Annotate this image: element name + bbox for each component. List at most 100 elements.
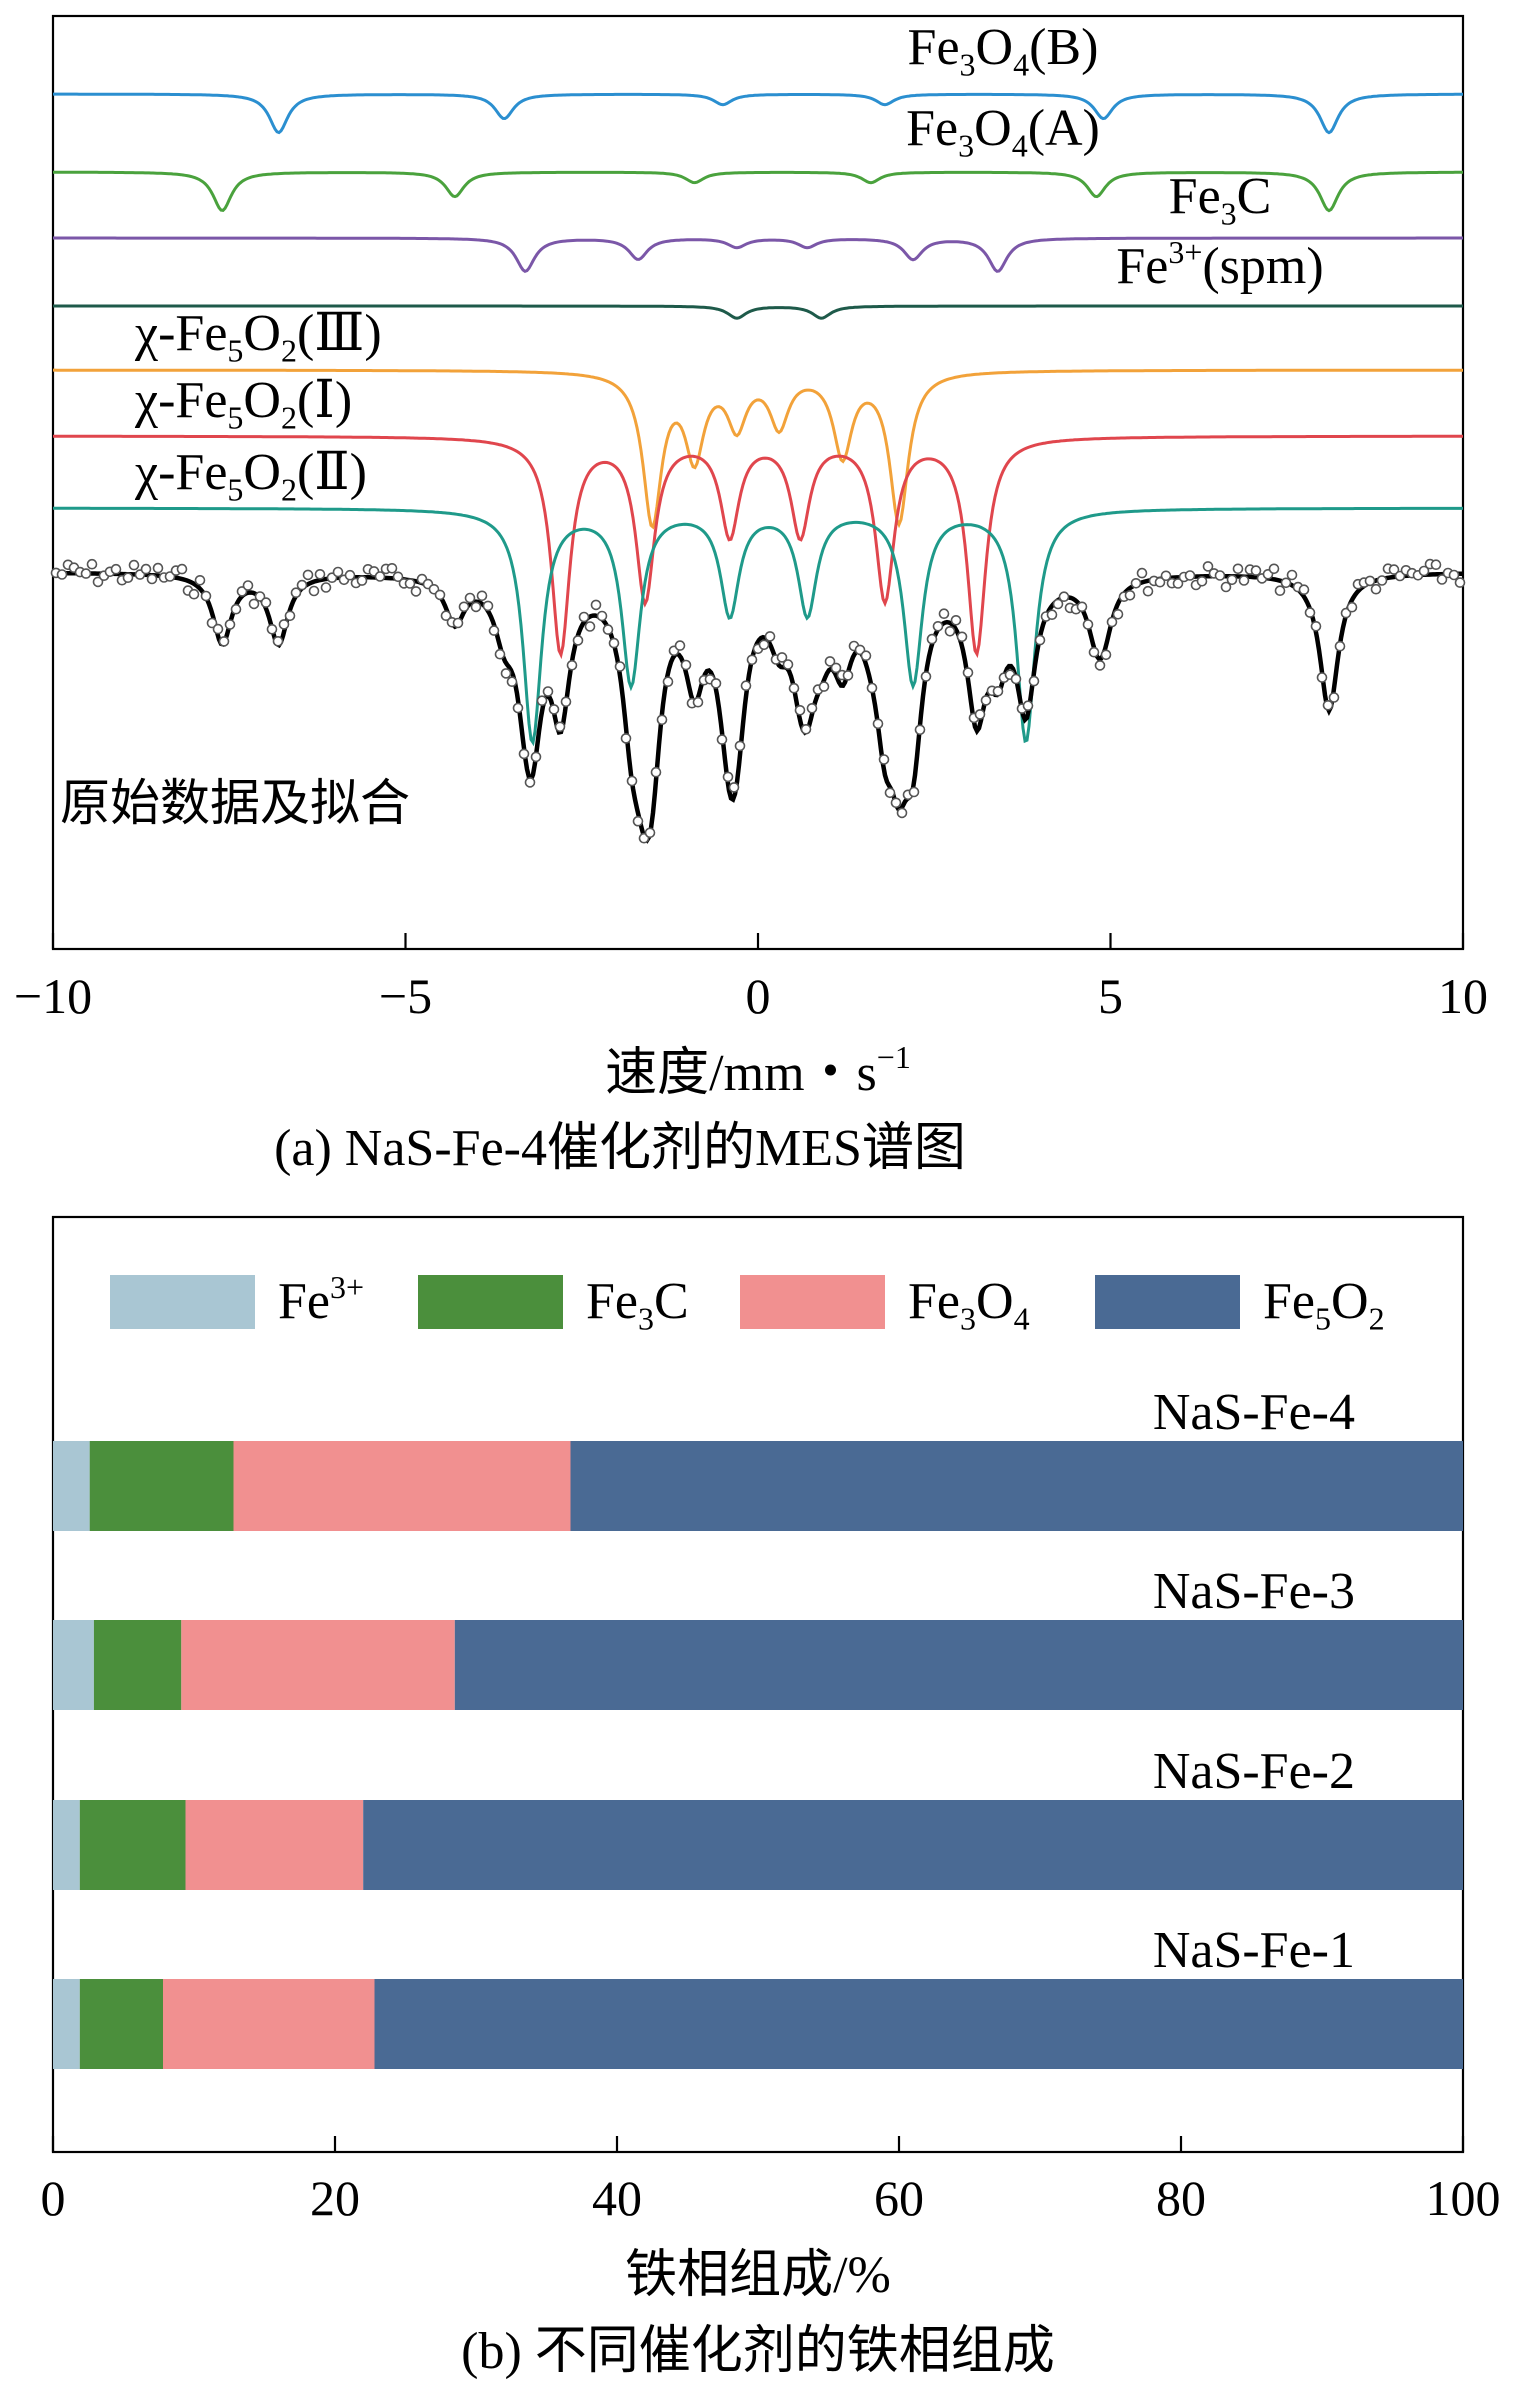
data-point (254, 591, 266, 602)
data-point (1370, 583, 1382, 595)
data-point (1130, 577, 1142, 589)
bar-Fe3C-NaS-Fe-3 (93, 1620, 182, 1710)
legend: Fe3+ Fe3C Fe3O4 Fe5O2 (110, 1269, 1385, 1336)
data-point (194, 574, 206, 586)
data-point (500, 668, 512, 679)
panel-b-xlabel: 铁相组成/% (625, 2247, 891, 2304)
bar-Fe3O4-NaS-Fe-3 (181, 1620, 455, 1710)
label-part: χ-Fe (134, 305, 227, 362)
data-point (950, 614, 962, 626)
data-point (878, 754, 890, 765)
data-point (782, 659, 794, 670)
data-point (1334, 640, 1346, 652)
data-point (1160, 570, 1172, 582)
data-point (1028, 675, 1040, 687)
data-point (512, 702, 524, 714)
data-point (620, 733, 632, 744)
data-point (1310, 620, 1322, 632)
label-part: (Ⅰ) (297, 372, 352, 429)
data-point (842, 670, 854, 681)
data-point (434, 589, 446, 601)
data-point (740, 680, 752, 692)
data-point (1376, 575, 1388, 586)
data-point (1286, 569, 1298, 581)
data-point (344, 569, 356, 581)
x-tick-label: 80 (1156, 2170, 1206, 2226)
data-point (440, 610, 452, 622)
data-point (410, 586, 422, 597)
data-point (734, 740, 746, 752)
data-point (242, 580, 254, 591)
component-label-5: χ-Fe5O2(Ⅰ) (134, 372, 352, 435)
data-point (1094, 660, 1106, 671)
label-part: 2 (281, 471, 297, 507)
data-point (1280, 577, 1292, 589)
data-point (1454, 577, 1466, 588)
data-point (296, 579, 308, 591)
data-point (818, 681, 830, 692)
data-point (1052, 598, 1064, 610)
label-part: 4 (1012, 127, 1028, 163)
component-curve-1 (53, 170, 1463, 213)
data-point (1274, 585, 1286, 597)
label-part: Fe (1169, 168, 1221, 225)
data-point (1250, 565, 1262, 576)
data-point (542, 686, 554, 697)
data-point (386, 562, 398, 574)
component-label-1: Fe3O4(A) (906, 100, 1100, 163)
data-point (716, 734, 728, 745)
data-point (320, 582, 332, 593)
data-point (260, 597, 272, 608)
data-point (758, 639, 770, 651)
data-point (938, 608, 950, 620)
data-point (830, 662, 842, 674)
data-point (764, 631, 776, 642)
legend-swatch (418, 1275, 563, 1329)
data-point (524, 777, 536, 788)
data-point (626, 775, 638, 787)
bar-Fe3O4-NaS-Fe-2 (185, 1800, 364, 1890)
label-part: O (243, 372, 281, 429)
data-point (1088, 646, 1100, 658)
data-point (1268, 563, 1280, 575)
data-point (1304, 607, 1316, 618)
panel-a-xlabel: 速度/mm・s−1 (605, 1039, 911, 1102)
label-part: O (243, 444, 281, 501)
data-point (1100, 649, 1112, 661)
x-tick-label: 60 (874, 2170, 924, 2226)
label-part: O (974, 100, 1012, 157)
legend-swatch (740, 1275, 885, 1329)
data-point (86, 558, 98, 570)
data-point (1112, 608, 1124, 620)
data-point (866, 682, 878, 694)
data-point (800, 723, 812, 735)
component-label-0: Fe3O4(B) (908, 19, 1099, 82)
data-point (1226, 574, 1238, 586)
x-tick-label: 40 (592, 2170, 642, 2226)
data-point (650, 766, 662, 778)
panel-a: Fe3O4(B)Fe3O4(A)Fe3CFe3+(spm)χ-Fe5O2(Ⅲ)χ… (14, 14, 1488, 1177)
data-point (980, 695, 992, 706)
label-part: 2 (1369, 1300, 1385, 1336)
data-point (488, 625, 500, 636)
data-point (476, 590, 488, 602)
label-part: 4 (1013, 46, 1029, 82)
data-point (962, 667, 974, 678)
x-tick-label: −5 (379, 968, 432, 1024)
component-label-3: Fe3+(spm) (1116, 234, 1323, 295)
data-point (722, 771, 734, 783)
data-point (1082, 619, 1094, 630)
data-point (572, 635, 584, 646)
data-point (578, 611, 590, 623)
data-point (974, 709, 986, 720)
data-point (1142, 585, 1154, 597)
data-point (1346, 601, 1358, 613)
component-label-4: χ-Fe5O2(Ⅲ) (134, 305, 382, 368)
x-tick-label: 0 (41, 2170, 66, 2226)
data-point (128, 559, 140, 571)
data-point (332, 566, 344, 578)
data-point (152, 562, 164, 574)
component-curve-3 (53, 304, 1463, 320)
label-part: (A) (1028, 100, 1100, 157)
